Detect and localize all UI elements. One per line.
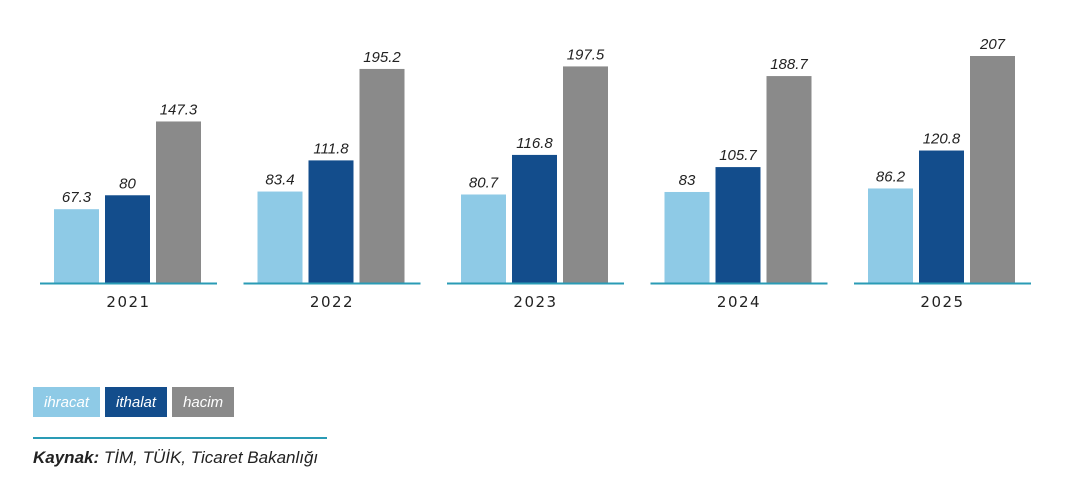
bar-ithalat-2025 xyxy=(919,150,964,283)
bar-ithalat-2022 xyxy=(308,160,354,283)
bar-ihracat-2021 xyxy=(54,209,99,283)
x-tick-label-2022: 2022 xyxy=(310,293,354,311)
value-label-hacim-2022: 195.2 xyxy=(363,49,401,66)
value-label-ihracat-2024: 83 xyxy=(679,172,696,189)
bar-hacim-2021 xyxy=(156,121,201,284)
value-label-ihracat-2021: 67.3 xyxy=(62,189,92,206)
legend: ihracat ithalat hacim xyxy=(33,387,235,417)
bar-ihracat-2022 xyxy=(257,191,303,283)
bar-hacim-2025 xyxy=(970,56,1015,283)
value-label-ithalat-2021: 80 xyxy=(119,175,136,192)
value-label-hacim-2025: 207 xyxy=(979,36,1006,53)
source-text: TİM, TÜİK, Ticaret Bakanlığı xyxy=(99,448,319,467)
source-note: Kaynak: TİM, TÜİK, Ticaret Bakanlığı xyxy=(33,448,318,468)
bar-hacim-2022 xyxy=(359,68,405,283)
bar-ithalat-2024 xyxy=(715,167,761,283)
bar-ithalat-2023 xyxy=(512,154,557,283)
bar-ihracat-2025 xyxy=(868,188,913,283)
value-label-hacim-2021: 147.3 xyxy=(160,101,198,118)
value-label-ihracat-2022: 83.4 xyxy=(265,172,294,189)
bar-ihracat-2023 xyxy=(461,194,506,283)
value-label-ithalat-2023: 116.8 xyxy=(516,135,553,152)
bar-hacim-2024 xyxy=(766,76,812,283)
value-label-ithalat-2025: 120.8 xyxy=(923,131,961,148)
legend-item-ithalat: ithalat xyxy=(105,387,168,417)
bar-chart: 67.3 80 147.3 2021 83.4 111.8 195.2 2022 80.7 116… xyxy=(40,36,1031,311)
value-label-ihracat-2023: 80.7 xyxy=(469,175,499,192)
value-label-hacim-2023: 197.5 xyxy=(567,46,605,63)
x-tick-label-2024: 2024 xyxy=(717,293,761,311)
x-tick-label-2021: 2021 xyxy=(106,293,150,311)
x-tick-label-2023: 2023 xyxy=(513,293,557,311)
value-label-ithalat-2022: 111.8 xyxy=(313,140,349,157)
legend-item-hacim: hacim xyxy=(172,387,235,417)
x-tick-label-2025: 2025 xyxy=(920,293,964,311)
bar-ihracat-2024 xyxy=(664,191,710,283)
value-label-ihracat-2025: 86.2 xyxy=(876,168,906,185)
value-label-ithalat-2024: 105.7 xyxy=(719,147,757,164)
source-label: Kaynak: xyxy=(33,448,100,467)
legend-item-ihracat: ihracat xyxy=(33,387,101,417)
value-label-hacim-2024: 188.7 xyxy=(770,56,808,73)
source-divider xyxy=(33,437,327,439)
bar-ithalat-2021 xyxy=(105,195,150,283)
bar-hacim-2023 xyxy=(563,66,608,283)
